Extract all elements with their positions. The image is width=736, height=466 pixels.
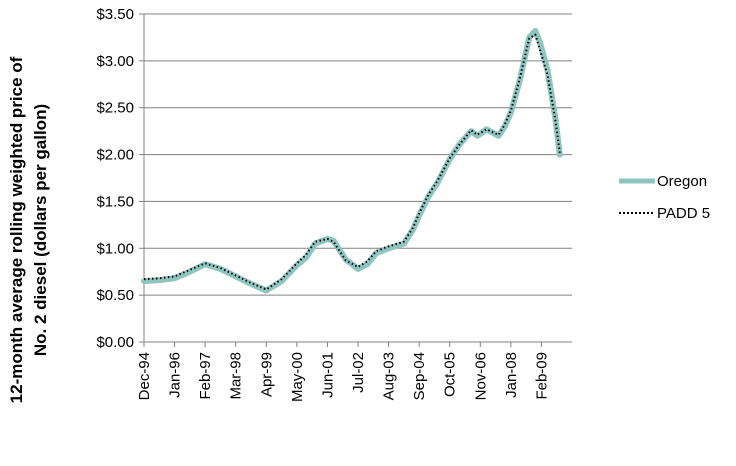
- x-tick-label: Feb-97: [197, 352, 214, 400]
- y-axis-title: 12-month average rolling weighted price …: [7, 56, 50, 403]
- gridlines: [144, 14, 572, 295]
- y-tick-label: $2.50: [96, 100, 134, 117]
- series-line-oregon: [144, 31, 560, 291]
- x-tick-label: Feb-09: [533, 352, 550, 400]
- x-tick-label: Jun-01: [319, 352, 336, 398]
- y-tick-label: $3.00: [96, 53, 134, 70]
- series-line-padd-5: [144, 35, 560, 290]
- y-tick-label: $1.00: [96, 240, 134, 257]
- y-tick-label: $1.50: [96, 193, 134, 210]
- series: [144, 31, 560, 291]
- legend-label-oregon: Oregon: [657, 173, 707, 190]
- x-tick-label: Jan-96: [167, 352, 184, 398]
- x-tick-label: Dec-94: [136, 352, 153, 400]
- x-tick-label: Aug-03: [381, 352, 398, 400]
- legend-item-padd5: PADD 5: [619, 205, 710, 222]
- x-tick-label: Nov-06: [472, 352, 489, 400]
- y-tick-label: $0.00: [96, 334, 134, 351]
- legend-label-padd5: PADD 5: [657, 205, 710, 222]
- legend-item-oregon: Oregon: [619, 173, 707, 190]
- x-tick-label: Mar-98: [228, 352, 245, 400]
- y-tick-label: $3.50: [96, 6, 134, 23]
- x-axis-ticks: Dec-94 Jan-96 Feb-97 Mar-98 Apr-99 May-00 Jun-…: [136, 342, 550, 402]
- y-axis-title-line-2: No. 2 diesel (dollars per gallon): [31, 104, 50, 356]
- y-tick-label: $2.00: [96, 147, 134, 164]
- x-tick-label: Apr-99: [258, 352, 275, 397]
- x-tick-label: May-00: [289, 352, 306, 402]
- y-tick-label: $0.50: [96, 287, 134, 304]
- y-axis-ticks: $0.00 $0.50 $1.00 $1.50 $2.00 $2.50 $3.00 $3.50: [96, 6, 144, 351]
- x-tick-label: Oct-05: [442, 352, 459, 397]
- x-tick-label: Sep-04: [411, 352, 428, 400]
- x-tick-label: Jul-02: [350, 352, 367, 393]
- x-tick-label: Jan-08: [503, 352, 520, 398]
- y-axis-title-line-1: 12-month average rolling weighted price …: [7, 56, 26, 403]
- legend: Oregon PADD 5: [619, 173, 710, 222]
